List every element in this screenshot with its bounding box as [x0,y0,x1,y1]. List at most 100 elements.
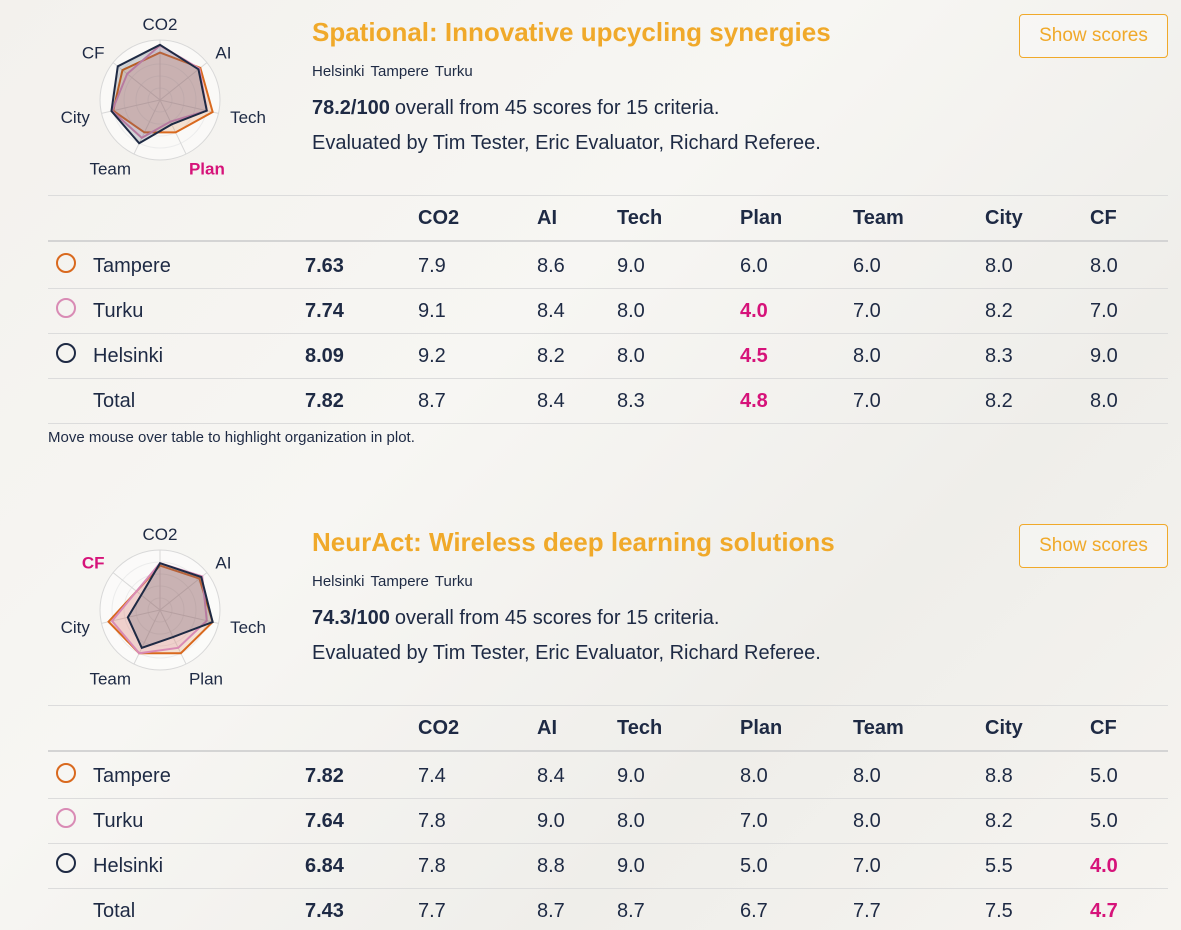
score-cell: 8.8 [985,765,1013,787]
radar-axis-label: AI [215,44,231,63]
score-cell: 7.7 [853,900,881,922]
score-summary: overall from 45 scores for 15 criteria. [394,97,720,119]
org-circle [56,253,76,273]
column-header: Plan [740,717,783,739]
column-header: City [985,717,1023,739]
org-circle [56,343,76,363]
score-cell: 4.0 [1090,855,1118,877]
score-cell: 8.7 [617,900,645,922]
radar-spoke [159,99,219,114]
radar-axis-label: Plan [189,159,225,178]
radar-spoke [159,99,187,155]
score-cell: 8.4 [537,765,565,787]
score-cell: 7.8 [418,855,446,877]
city-tag: Turku [434,573,473,590]
score-cell: 5.0 [1090,765,1118,787]
column-header: CO2 [418,717,460,739]
column-header: CF [1090,717,1117,739]
column-header: Plan [740,207,783,229]
score-cell: 8.3 [985,345,1013,367]
score-cell: 8.7 [418,390,446,412]
evaluators: Evaluated by Tim Tester, Eric Evaluator,… [312,132,821,154]
radar-axis-label: Tech [230,618,266,637]
show-scores-button[interactable]: Show scores [1019,524,1168,568]
column-header: CF [1090,207,1117,229]
score-cell: 8.0 [853,765,881,787]
score-cell: 7.0 [853,390,881,412]
score-cell: 7.7 [418,900,446,922]
score-cell: 8.2 [985,300,1013,322]
overall: 8.09 [305,345,344,367]
org-name: Helsinki [93,855,164,877]
score-cell: 5.0 [740,855,768,877]
overall: 7.63 [305,255,344,277]
radar-axis-label: AI [215,554,231,573]
radar-polygon [110,43,208,145]
score-cell: 7.9 [418,255,446,277]
score-cell: 8.0 [617,810,645,832]
column-header: Tech [617,717,663,739]
table-head-rule [48,750,1168,752]
org-circle [56,763,76,783]
radar-axis-label: CF [82,44,105,63]
org-circle [56,853,76,873]
row-rule [48,333,1168,334]
radar-axis-label: Plan [189,669,223,688]
score-cell: 8.6 [537,255,565,277]
city-tag: Helsinki [312,63,365,80]
org-name: Tampere [93,255,171,277]
score-cell: 7.5 [985,900,1013,922]
score-cell: 8.3 [617,390,645,412]
score-cell: 6.7 [740,900,768,922]
score-cell: 8.7 [537,900,565,922]
overall-score: 74.3/100 [312,607,390,629]
org-name: Helsinki [93,345,164,367]
radar-axis-label: City [61,108,91,127]
radar-axis-label: City [61,618,91,637]
overall-score: 78.2/100 [312,97,390,119]
overall: 7.43 [305,900,344,922]
radar-spoke [133,609,161,665]
column-header: CO2 [418,207,460,229]
radar-axis-label: CO2 [143,525,178,544]
score-cell: 8.2 [985,390,1013,412]
score-cell: 6.0 [853,255,881,277]
score-cell: 8.0 [1090,255,1118,277]
score-cell: 7.0 [1090,300,1118,322]
score-cell: 9.0 [537,810,565,832]
score-cell: 8.0 [1090,390,1118,412]
org-circle [56,808,76,828]
score-cell: 7.0 [740,810,768,832]
score-summary: overall from 45 scores for 15 criteria. [394,607,720,629]
org-name: Total [93,900,136,922]
score-cell: 4.5 [740,345,768,367]
city-tag: Tampere [370,63,429,80]
radar-axis-label: Team [89,159,131,178]
show-scores-button[interactable]: Show scores [1019,14,1168,58]
card-title: Spational: Innovative upcycling synergie… [312,17,831,47]
evaluators: Evaluated by Tim Tester, Eric Evaluator,… [312,642,821,664]
score-cell: 8.2 [537,345,565,367]
score-cell: 5.5 [985,855,1013,877]
city-tag: Helsinki [312,573,365,590]
row-rule [48,288,1168,289]
score-cell: 8.2 [985,810,1013,832]
score-cell: 4.0 [740,300,768,322]
card-title: NeurAct: Wireless deep learning solution… [312,527,835,557]
row-rule [48,423,1168,424]
radar-axis-label: CO2 [143,15,178,34]
table-rule [48,195,1168,196]
org-name: Turku [93,810,144,832]
radar-axis-label: CF [82,554,105,573]
radar-spoke [112,62,161,101]
score-cell: 7.0 [853,855,881,877]
org-name: Total [93,390,136,412]
overall: 6.84 [305,855,344,877]
radar-chart: CO2 AI Tech Plan Team City CF [61,525,266,688]
column-header: Tech [617,207,663,229]
score-cell: 8.0 [740,765,768,787]
org-name: Tampere [93,765,171,787]
org-name: Turku [93,300,144,322]
score-cell: 5.0 [1090,810,1118,832]
